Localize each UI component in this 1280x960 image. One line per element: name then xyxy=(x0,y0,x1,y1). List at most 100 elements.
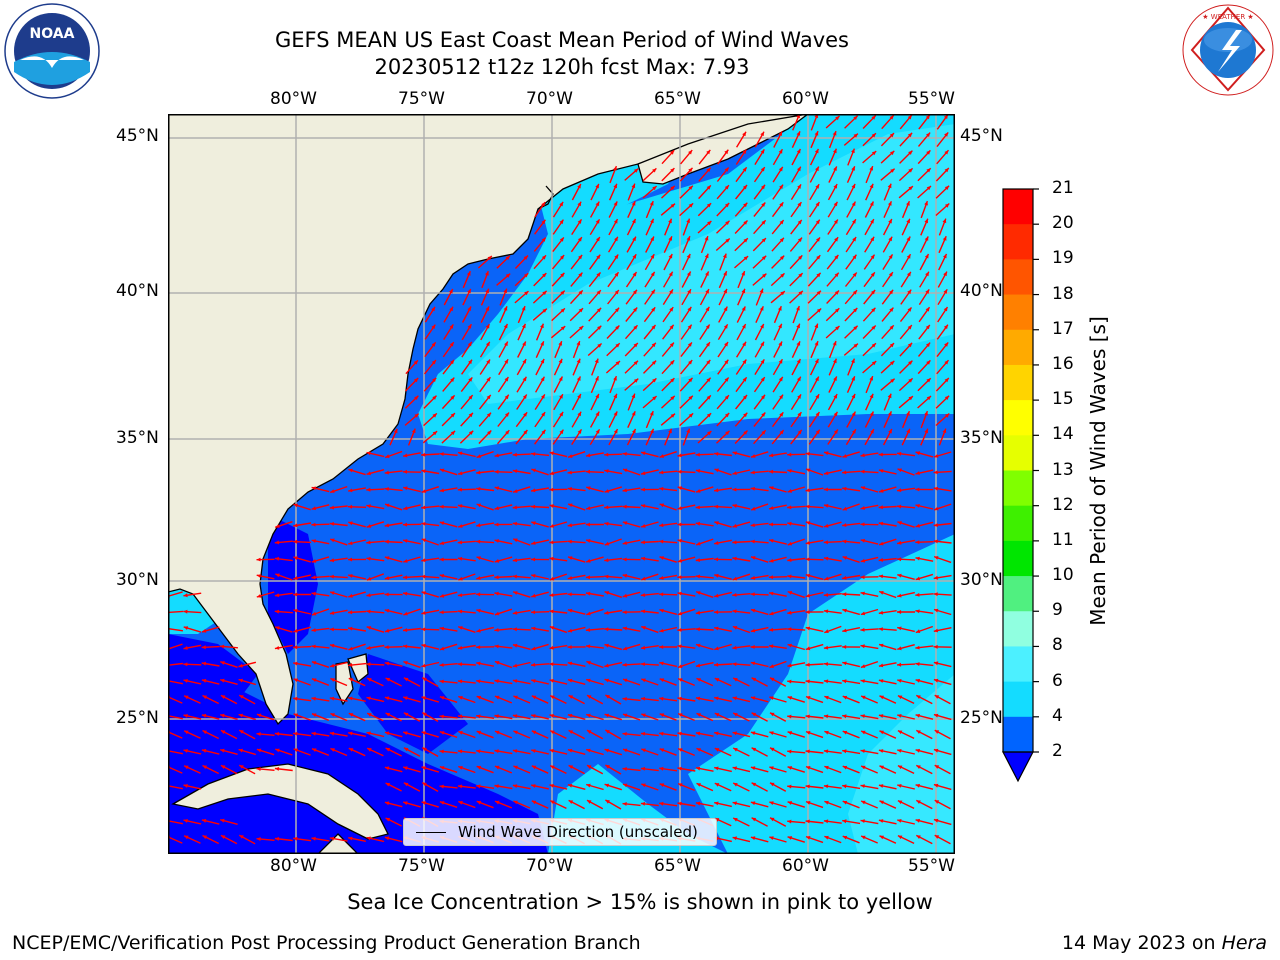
wave-arrow-head xyxy=(549,576,555,581)
wave-arrow-head xyxy=(769,486,774,490)
wave-arrow-head xyxy=(714,452,719,456)
wave-arrow-head xyxy=(897,573,902,578)
wave-arrow-head xyxy=(613,183,617,189)
wave-arrow-head xyxy=(806,766,811,770)
wave-arrow-head xyxy=(311,559,317,563)
wave-arrow-head xyxy=(944,150,949,155)
wave-arrow-head xyxy=(348,593,353,598)
wave-arrow-head xyxy=(622,610,627,615)
wave-arrow-head xyxy=(524,291,529,296)
wave-arrow-head xyxy=(769,453,774,458)
wave-arrow-head xyxy=(421,801,426,805)
wave-arrow-head xyxy=(576,376,581,381)
wave-arrow-head xyxy=(457,609,463,614)
wave-arrow-head xyxy=(659,645,664,649)
wave-arrow-head xyxy=(888,201,892,206)
wave-arrow-head xyxy=(512,784,518,788)
wave-arrow-head xyxy=(670,413,675,418)
wave-arrow-head xyxy=(385,454,390,458)
wave-arrow-head xyxy=(695,469,701,473)
wave-arrow-head xyxy=(670,360,675,365)
wave-arrow-head xyxy=(815,394,820,399)
wave-arrow-head xyxy=(311,836,316,841)
wave-arrow-head xyxy=(505,412,509,417)
wave-arrow-head xyxy=(751,817,757,822)
wave-arrow-head xyxy=(897,451,902,456)
chart-title-line2: 20230512 t12z 120h fcst Max: 7.93 xyxy=(374,55,750,79)
wave-arrow-head xyxy=(780,255,785,260)
wave-arrow-head xyxy=(640,645,646,650)
wave-arrow-head xyxy=(458,504,463,508)
wave-arrow-head xyxy=(633,343,638,348)
wave-arrow-head xyxy=(743,202,748,208)
wave-arrow-head xyxy=(458,626,463,630)
wave-arrow-head xyxy=(760,341,764,347)
wave-arrow-head xyxy=(769,836,774,840)
wave-arrow-head xyxy=(504,377,509,382)
wave-arrow-head xyxy=(512,679,518,683)
wave-arrow-head xyxy=(457,679,463,684)
wave-arrow-head xyxy=(422,677,427,682)
wave-arrow-head xyxy=(668,271,673,277)
wave-arrow-head xyxy=(860,591,865,596)
colorbar-block xyxy=(1003,364,1033,401)
wave-arrow-head xyxy=(677,506,682,510)
wave-arrow-head xyxy=(476,679,481,684)
wave-arrow-head xyxy=(668,254,673,259)
wave-arrow-head xyxy=(541,394,545,399)
wave-arrow-head xyxy=(541,202,546,207)
wave-arrow-head xyxy=(449,324,454,329)
wave-arrow-head xyxy=(513,695,518,700)
wave-arrow-head xyxy=(256,713,262,718)
wave-arrow-head xyxy=(494,486,500,491)
wave-arrow-head xyxy=(348,488,353,493)
wave-arrow-head xyxy=(851,201,856,207)
wave-arrow-head xyxy=(695,452,700,457)
wave-arrow-head xyxy=(878,784,884,788)
wave-arrow-head xyxy=(512,505,517,510)
wave-arrow-head xyxy=(769,696,774,700)
wave-arrow-head xyxy=(787,489,792,493)
wave-arrow-head xyxy=(586,748,591,753)
wave-arrow-head xyxy=(695,610,701,615)
wave-arrow-head xyxy=(934,835,940,839)
wave-arrow-head xyxy=(384,801,390,806)
wave-arrow-head xyxy=(439,646,445,651)
land-north-america xyxy=(168,114,809,726)
wave-arrow-head xyxy=(220,661,225,665)
wave-arrow-head xyxy=(421,663,426,668)
wave-arrow-head xyxy=(933,470,938,475)
wave-arrow-head xyxy=(695,801,701,806)
wave-arrow-head xyxy=(796,359,801,364)
wave-arrow-head xyxy=(934,695,940,699)
wave-arrow-head xyxy=(706,203,712,208)
wave-arrow-head xyxy=(577,394,581,399)
wave-arrow-head xyxy=(724,342,728,347)
wave-arrow-head xyxy=(787,610,792,615)
wave-arrow-head xyxy=(311,486,316,491)
wave-arrow-head xyxy=(933,818,939,823)
wave-arrow-head xyxy=(706,342,710,347)
wave-arrow-head xyxy=(558,341,562,346)
wave-arrow-head xyxy=(467,288,471,294)
wave-arrow-head xyxy=(897,765,903,770)
wave-arrow-head xyxy=(293,539,298,544)
lon-label-top-75w: 75°W xyxy=(398,89,445,109)
wave-arrow-head xyxy=(385,678,391,682)
wave-arrow-head xyxy=(769,664,774,668)
colorbar-block xyxy=(1003,189,1033,225)
wave-arrow-head xyxy=(329,627,334,632)
wave-arrow-head xyxy=(487,256,492,261)
colorbar-block xyxy=(1003,505,1033,542)
wave-arrow-head xyxy=(888,219,892,224)
wave-arrow-head xyxy=(450,430,456,436)
wave-arrow-head xyxy=(567,661,573,666)
wave-arrow-head xyxy=(688,167,693,173)
wave-arrow-head xyxy=(641,626,646,630)
wave-arrow-head xyxy=(688,150,693,155)
wave-arrow-head xyxy=(906,218,910,224)
wave-arrow-head xyxy=(293,661,298,666)
wave-arrow-head xyxy=(348,557,353,562)
wave-arrow-head xyxy=(897,540,902,545)
wave-arrow-head xyxy=(558,358,563,364)
